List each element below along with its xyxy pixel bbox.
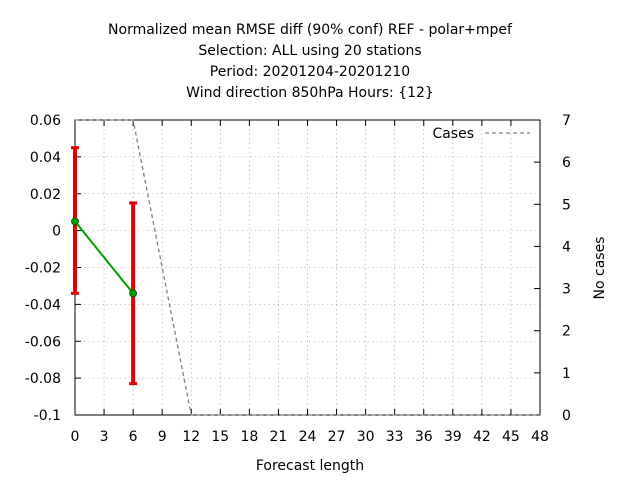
y2-axis: 0 1 2 3 4 5 6 7: [534, 113, 571, 424]
rmse-diff-line: [74, 220, 134, 294]
x-tick-label: 45: [502, 429, 520, 445]
series: [71, 119, 540, 416]
x-tick-label: 6: [129, 429, 138, 445]
x-tick-label: 39: [444, 429, 462, 445]
y2-tick-label: 3: [562, 282, 571, 298]
y2-tick-label: 2: [562, 324, 571, 340]
x-tick-label: 48: [531, 429, 549, 445]
y-tick-label: -0.02: [25, 261, 61, 277]
x-tick-label: 42: [473, 429, 491, 445]
data-point: [129, 289, 138, 298]
y-tick-label: 0.06: [30, 113, 61, 129]
title-line: Period: 20201204-20201210: [210, 64, 410, 80]
y-tick-label: -0.08: [25, 371, 61, 387]
x-tick-label: 33: [386, 429, 404, 445]
x-tick-label: 36: [415, 429, 433, 445]
y-tick-label: 0.02: [30, 187, 61, 203]
y-axis: 0.06 0.04 0.02 0 -0.02 -0.04 -0.06 -0.08 -0.1: [25, 113, 81, 424]
x-tick-label: 12: [182, 429, 200, 445]
x-tick-label: 3: [100, 429, 109, 445]
y-tick-label: -0.06: [25, 334, 61, 350]
y-tick-label: -0.1: [34, 408, 61, 424]
x-tick-label: 30: [357, 429, 375, 445]
cases-line: [75, 119, 540, 416]
x-tick-label: 21: [270, 429, 288, 445]
y2-tick-label: 7: [562, 113, 571, 129]
y2-tick-label: 6: [562, 155, 571, 171]
y-tick-label: 0: [52, 224, 61, 240]
y2-tick-label: 0: [562, 408, 571, 424]
title-line: Wind direction 850hPa Hours: {12}: [186, 85, 434, 101]
data-point: [71, 217, 79, 226]
x-tick-label: 15: [211, 429, 229, 445]
title-line: Selection: ALL using 20 stations: [198, 43, 421, 59]
x-tick-label: 9: [158, 429, 167, 445]
title-line: Normalized mean RMSE diff (90% conf) REF…: [108, 22, 513, 38]
plot-area-border: [74, 119, 541, 416]
x-tick-label: 0: [71, 429, 80, 445]
x-tick-label: 27: [328, 429, 346, 445]
x-axis-label: Forecast length: [256, 458, 364, 474]
y-tick-label: -0.04: [25, 297, 61, 313]
x-tick-label: 18: [240, 429, 258, 445]
legend-label-cases: Cases: [432, 126, 474, 142]
chart-title: Normalized mean RMSE diff (90% conf) REF…: [108, 22, 513, 101]
x-axis: 0 3 6 9 12 15 18 21 24 27 30 33 36 39 42 45 48: [71, 120, 549, 445]
y2-tick-label: 1: [562, 366, 571, 382]
x-tick-label: 24: [299, 429, 317, 445]
legend: Cases: [432, 126, 530, 142]
grid: [75, 120, 540, 415]
y-tick-label: 0.04: [30, 150, 61, 166]
y2-tick-label: 5: [562, 197, 571, 213]
y2-axis-label: No cases: [592, 237, 608, 300]
y2-tick-label: 4: [562, 239, 571, 255]
